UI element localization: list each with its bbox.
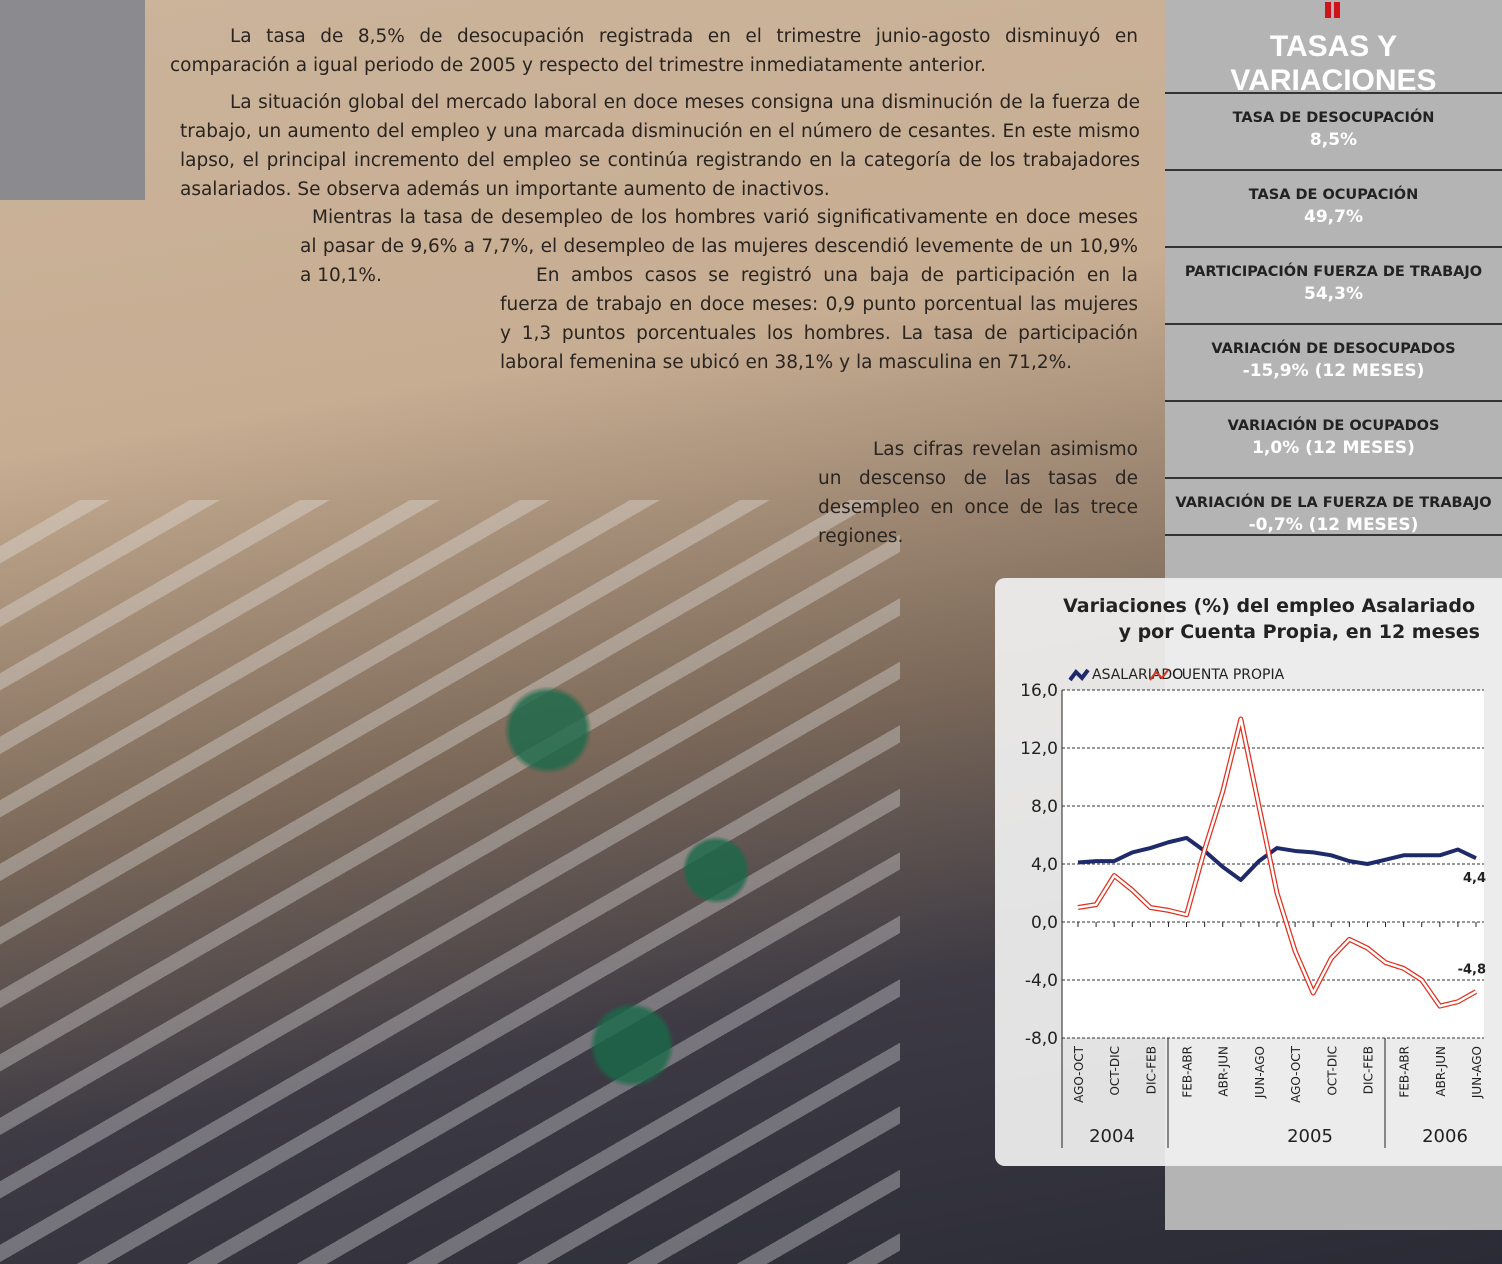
chart: Variaciones (%) del empleo Asalariadoy p…	[0, 0, 1502, 1264]
x-tick-label: ABR-JUN	[1434, 1046, 1448, 1097]
y-tick-label: 4,0	[1031, 855, 1058, 875]
legend-swatch	[1070, 670, 1088, 680]
y-tick-label: 0,0	[1031, 913, 1058, 933]
y-tick-label: 12,0	[1020, 739, 1058, 759]
x-tick-label: OCT-DIC	[1325, 1046, 1339, 1096]
year-label: 2004	[1089, 1126, 1135, 1147]
legend-label: CUENTA PROPIA	[1172, 667, 1285, 683]
value-label: -4,8	[1458, 963, 1486, 978]
legend-label: ASALARIADO	[1092, 667, 1183, 683]
x-tick-label: DIC-FEB	[1144, 1046, 1158, 1094]
page: La tasa de 8,5% de desocupación registra…	[0, 0, 1502, 1264]
y-tick-label: 8,0	[1031, 797, 1058, 817]
year-label: 2006	[1422, 1126, 1468, 1147]
x-tick-label: DIC-FEB	[1361, 1046, 1375, 1094]
x-tick-label: OCT-DIC	[1108, 1046, 1122, 1096]
y-tick-label: 16,0	[1020, 681, 1058, 701]
x-tick-label: JUN-AGO	[1470, 1046, 1484, 1099]
x-tick-label: JUN-AGO	[1253, 1046, 1267, 1099]
x-tick-label: ABR-JUN	[1217, 1046, 1231, 1097]
y-tick-label: -8,0	[1025, 1029, 1058, 1049]
year-label: 2005	[1287, 1126, 1333, 1147]
y-tick-label: -4,0	[1025, 971, 1058, 991]
value-label: 4,4	[1463, 871, 1486, 886]
x-tick-label: AGO-OCT	[1289, 1045, 1303, 1103]
x-tick-label: AGO-OCT	[1072, 1045, 1086, 1103]
x-tick-label: FEB-ABR	[1398, 1046, 1412, 1098]
x-tick-label: FEB-ABR	[1181, 1046, 1195, 1098]
